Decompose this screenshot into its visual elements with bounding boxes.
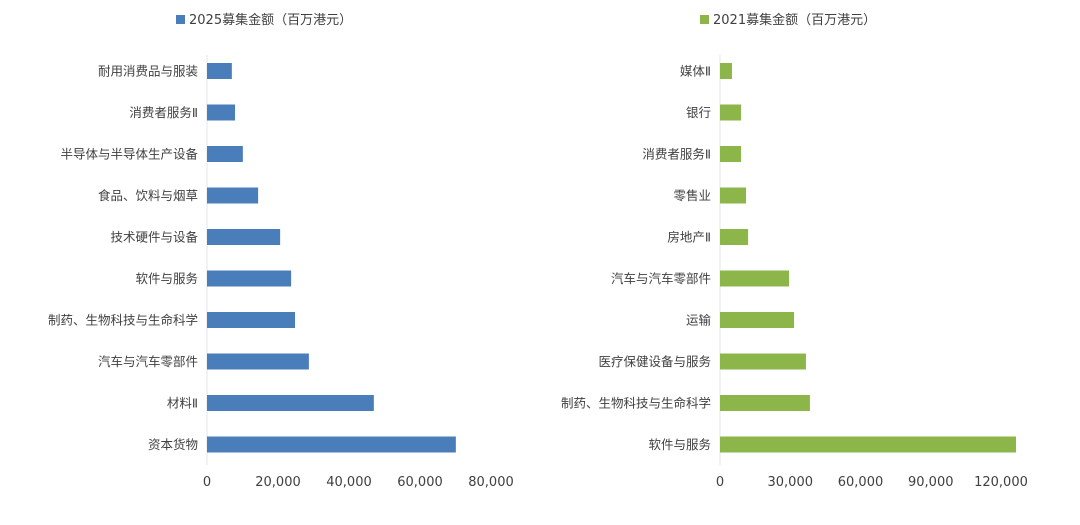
bar — [720, 63, 732, 79]
category-label: 房地产Ⅱ — [667, 230, 711, 245]
category-label: 软件与服务 — [648, 437, 711, 452]
x-tick-label: 40,000 — [326, 475, 372, 490]
bar — [720, 353, 806, 370]
category-label: 运输 — [686, 313, 712, 328]
bar — [207, 395, 374, 411]
bar — [720, 395, 810, 411]
bar — [720, 436, 1016, 453]
category-label: 食品、饮料与烟草 — [98, 188, 198, 203]
bar — [720, 146, 742, 162]
bar — [207, 146, 243, 162]
bar — [207, 312, 296, 328]
bar — [720, 229, 749, 245]
bar — [207, 187, 259, 204]
x-tick-label: 30,000 — [768, 475, 814, 490]
legend-label: 2025募集金额（百万港元） — [189, 12, 352, 28]
bar — [720, 312, 794, 328]
bar — [720, 187, 746, 204]
x-tick-label: 0 — [716, 475, 724, 490]
x-tick-label: 120,000 — [974, 475, 1028, 490]
category-label: 零售业 — [673, 188, 711, 203]
bar — [720, 270, 790, 287]
bar — [207, 353, 309, 370]
category-label: 耐用消费品与服装 — [98, 64, 198, 79]
category-label: 银行 — [686, 105, 711, 120]
category-label: 资本货物 — [148, 437, 198, 452]
category-label: 汽车与汽车零部件 — [611, 271, 711, 286]
category-label: 医疗保健设备与服务 — [598, 354, 711, 369]
category-label: 软件与服务 — [135, 271, 198, 286]
x-tick-label: 80,000 — [468, 475, 514, 490]
bar — [207, 436, 456, 453]
x-tick-label: 60,000 — [838, 475, 884, 490]
bar — [207, 270, 292, 287]
x-tick-label: 20,000 — [255, 475, 301, 490]
category-label: 技术硬件与设备 — [110, 230, 198, 245]
category-label: 汽车与汽车零部件 — [98, 354, 198, 369]
category-label: 消费者服务Ⅱ — [642, 147, 711, 162]
category-label: 材料Ⅱ — [167, 396, 198, 411]
bar — [207, 63, 232, 79]
x-tick-label: 90,000 — [908, 475, 954, 490]
category-label: 制药、生物科技与生命科学 — [48, 313, 198, 328]
bar — [207, 104, 236, 121]
x-tick-label: 60,000 — [397, 475, 443, 490]
legend-swatch — [176, 15, 185, 24]
legend-label: 2021募集金额（百万港元） — [713, 12, 876, 28]
bar — [720, 104, 742, 121]
legend-swatch — [700, 15, 709, 24]
category-label: 媒体Ⅱ — [680, 64, 711, 79]
x-tick-label: 0 — [203, 475, 211, 490]
category-label: 制药、生物科技与生命科学 — [561, 396, 711, 411]
category-label: 半导体与半导体生产设备 — [60, 147, 198, 162]
bar — [207, 229, 281, 245]
category-label: 消费者服务Ⅱ — [129, 105, 198, 120]
